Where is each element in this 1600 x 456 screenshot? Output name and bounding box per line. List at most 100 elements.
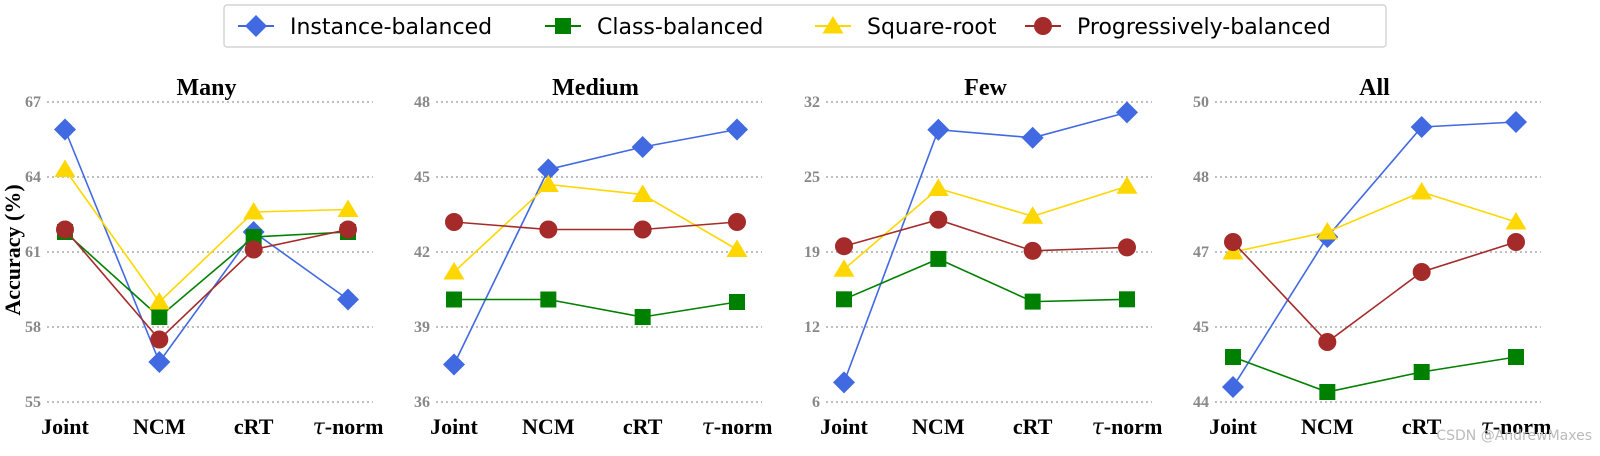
data-point bbox=[1318, 333, 1337, 351]
x-tick-label: NCM bbox=[1301, 414, 1354, 439]
series-square-root bbox=[54, 159, 359, 310]
panel-title: All bbox=[1359, 75, 1390, 101]
legend-item-instance-balanced: Instance-balanced bbox=[238, 15, 492, 40]
legend-label: Instance-balanced bbox=[290, 15, 492, 40]
x-tick-label: Joint bbox=[1209, 414, 1257, 439]
data-point bbox=[930, 250, 947, 267]
series-square-root bbox=[1222, 182, 1527, 260]
y-tick-label: 50 bbox=[1193, 94, 1209, 111]
data-point bbox=[835, 237, 853, 256]
y-tick-label: 25 bbox=[804, 169, 820, 186]
series-line bbox=[843, 185, 1128, 270]
legend-item-square-root: Square-root bbox=[815, 15, 997, 40]
series-instance-balanced bbox=[443, 118, 748, 376]
data-point bbox=[728, 213, 746, 231]
y-tick-label: 64 bbox=[25, 169, 41, 186]
x-tick-label: Joint bbox=[820, 414, 868, 439]
legend-frame bbox=[223, 4, 1387, 48]
y-tick-label: 67 bbox=[25, 94, 41, 111]
series-line bbox=[64, 231, 349, 319]
series-line bbox=[843, 258, 1128, 303]
data-point bbox=[337, 199, 359, 217]
series-line bbox=[453, 221, 738, 231]
y-tick-label: 36 bbox=[414, 394, 430, 411]
data-point bbox=[1119, 291, 1135, 308]
data-point bbox=[1413, 364, 1430, 380]
panel-title: Few bbox=[964, 75, 1007, 101]
x-tick-label: cRT bbox=[1402, 414, 1442, 439]
series-line bbox=[64, 228, 349, 341]
data-point bbox=[151, 309, 168, 325]
data-point bbox=[56, 220, 74, 239]
data-point bbox=[1225, 349, 1241, 365]
series-line bbox=[453, 128, 738, 365]
data-point bbox=[1116, 176, 1138, 194]
y-tick-label: 6 bbox=[812, 394, 820, 411]
data-point bbox=[726, 118, 748, 141]
legend-marker-square bbox=[555, 18, 571, 34]
legend-marker-diamond bbox=[245, 15, 267, 37]
data-point bbox=[1410, 116, 1433, 138]
x-tick-label: cRT bbox=[623, 414, 663, 439]
x-tick-label: NCM bbox=[133, 414, 186, 439]
legend-item-class-balanced: Class-balanced bbox=[545, 15, 763, 40]
data-point bbox=[1222, 376, 1244, 398]
panel-many: 55 58 61 64 67 Many Joint NCM cRT τ-norm bbox=[25, 75, 383, 440]
legend-marker-triangle bbox=[822, 16, 844, 34]
series-line bbox=[64, 169, 349, 304]
y-tick-label: 61 bbox=[25, 244, 41, 261]
series-class-balanced bbox=[57, 224, 356, 325]
series-square-root bbox=[443, 174, 748, 280]
series-class-balanced bbox=[446, 291, 745, 325]
x-tick-label: NCM bbox=[912, 414, 965, 439]
data-point bbox=[1505, 111, 1527, 133]
y-tick-label: 12 bbox=[804, 319, 820, 336]
series-progressively-balanced bbox=[1224, 233, 1525, 351]
y-tick-label: 32 bbox=[804, 94, 820, 111]
data-point bbox=[1412, 263, 1431, 281]
data-point bbox=[1022, 206, 1044, 224]
series-progressively-balanced bbox=[445, 213, 746, 239]
data-point bbox=[148, 351, 171, 373]
data-point bbox=[443, 262, 465, 280]
data-point bbox=[539, 220, 558, 239]
data-point bbox=[54, 159, 76, 177]
x-tick-label: τ-norm bbox=[1481, 414, 1552, 440]
data-point bbox=[632, 184, 654, 202]
series-progressively-balanced bbox=[56, 220, 357, 349]
data-point bbox=[54, 118, 76, 141]
series-line bbox=[843, 111, 1128, 383]
y-tick-label: 45 bbox=[1193, 319, 1209, 336]
series-line bbox=[1232, 241, 1517, 344]
data-point bbox=[1021, 126, 1044, 149]
data-point bbox=[339, 220, 357, 239]
x-tick-label: τ-norm bbox=[313, 414, 384, 440]
series-instance-balanced bbox=[1222, 111, 1527, 398]
x-tick-label: Joint bbox=[41, 414, 89, 439]
data-point bbox=[833, 259, 855, 277]
data-point bbox=[1118, 238, 1136, 257]
data-point bbox=[446, 291, 462, 308]
y-tick-label: 55 bbox=[25, 394, 41, 411]
x-tick-label: cRT bbox=[234, 414, 274, 439]
y-tick-label: 47 bbox=[1193, 244, 1209, 261]
x-tick-label: NCM bbox=[522, 414, 575, 439]
data-point bbox=[537, 174, 559, 192]
data-point bbox=[337, 288, 359, 311]
series-line bbox=[1232, 121, 1517, 388]
y-tick-label: 48 bbox=[414, 94, 430, 111]
x-tick-label: τ-norm bbox=[1092, 414, 1163, 440]
series-progressively-balanced bbox=[835, 210, 1136, 260]
data-point bbox=[1505, 212, 1527, 230]
legend-marker-circle bbox=[1034, 17, 1052, 35]
data-point bbox=[929, 210, 948, 229]
panel-title: Many bbox=[177, 75, 237, 101]
series-line bbox=[843, 218, 1128, 252]
panel-few: 6 12 19 25 32 Few Joint NCM cRT τ-norm bbox=[804, 75, 1162, 440]
series-class-balanced bbox=[1225, 349, 1524, 400]
data-point bbox=[726, 239, 748, 257]
series-line bbox=[64, 129, 349, 364]
data-point bbox=[445, 213, 463, 231]
legend-label: Square-root bbox=[867, 15, 997, 40]
